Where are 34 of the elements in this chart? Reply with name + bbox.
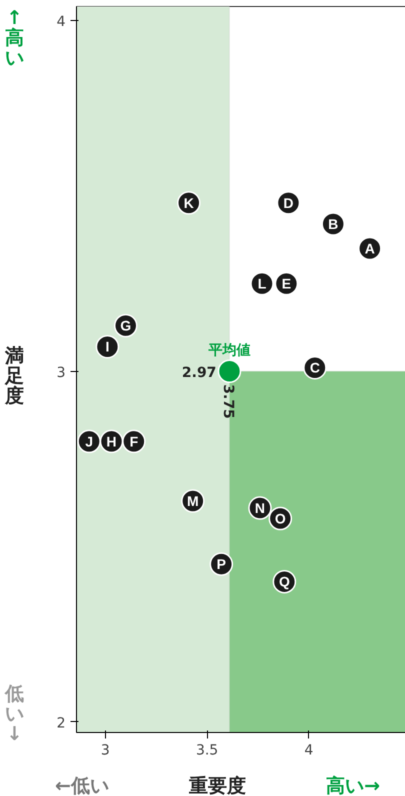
- annotation: 3.75: [220, 384, 236, 419]
- y-tick-label: 3: [56, 364, 66, 381]
- annotation: 2.97: [182, 364, 216, 381]
- annotation: 平均値: [207, 342, 250, 358]
- text: ←低い: [55, 774, 109, 796]
- data-label: I: [105, 338, 110, 355]
- data-label: M: [187, 493, 199, 510]
- data-label: H: [106, 433, 117, 450]
- data-label: G: [120, 318, 132, 334]
- data-label: E: [282, 276, 292, 292]
- y-axis-title: 満足度: [5, 345, 24, 407]
- text: 高い→: [326, 774, 380, 796]
- data-label: F: [130, 433, 139, 450]
- x-tick-label: 4: [304, 742, 314, 758]
- y-tick-label: 4: [56, 14, 66, 30]
- text: 低い↓: [5, 683, 24, 746]
- x-tick-label: 3.5: [196, 742, 218, 758]
- data-label: O: [274, 510, 286, 527]
- x-tick-label: 3: [100, 742, 110, 758]
- data-label: J: [85, 433, 94, 450]
- point: [96, 334, 120, 358]
- x-axis-title: 重要度: [189, 774, 246, 796]
- data-label: B: [328, 216, 338, 232]
- point: [218, 360, 242, 383]
- data-label: A: [364, 240, 375, 256]
- data-label: N: [254, 500, 266, 516]
- y-tick-label: 2: [56, 715, 66, 732]
- data-label: P: [216, 556, 226, 572]
- data-label: K: [184, 194, 194, 211]
- text: ↑高い: [5, 7, 24, 69]
- data-label: Q: [278, 574, 290, 590]
- data-label: L: [258, 276, 267, 292]
- data-label: D: [283, 194, 294, 211]
- data-label: C: [310, 360, 320, 376]
